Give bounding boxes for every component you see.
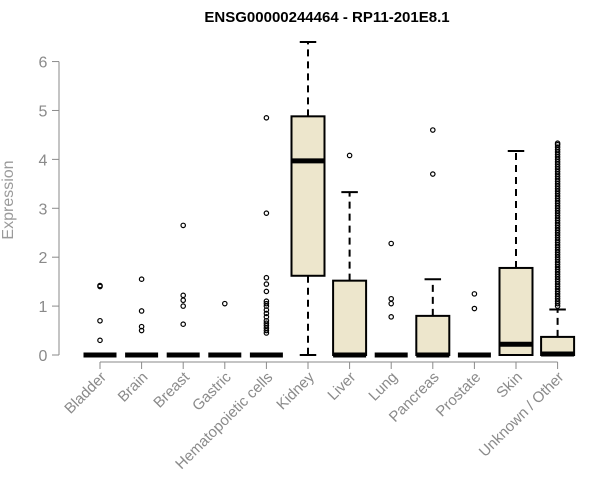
outlier-point	[263, 210, 270, 216]
box-group	[540, 140, 576, 357]
box-group	[457, 291, 491, 358]
outlier-point	[138, 323, 145, 330]
outlier-point	[222, 300, 228, 307]
y-tick-label: 4	[39, 152, 48, 169]
box-group	[208, 300, 242, 358]
outlier-point	[180, 297, 187, 304]
outlier-point	[471, 305, 478, 312]
outlier-point	[263, 281, 270, 287]
box-group	[166, 222, 200, 358]
box-series	[83, 41, 576, 358]
x-tick-label: Prostate	[433, 369, 485, 421]
outlier-point	[180, 292, 187, 299]
box-group	[498, 150, 534, 356]
outlier-point	[263, 274, 270, 281]
outlier-point	[97, 317, 103, 324]
outlier-point	[263, 320, 270, 327]
x-tick-label: Liver	[324, 369, 359, 404]
box-group	[374, 240, 408, 358]
y-tick-label: 3	[39, 201, 48, 218]
outlier-point	[554, 140, 561, 147]
y-tick-label: 5	[39, 103, 48, 120]
x-tick-label: Breast	[150, 368, 193, 411]
outlier-point	[388, 240, 395, 247]
outlier-point	[138, 276, 145, 282]
x-tick-label: Bladder	[61, 369, 110, 418]
y-axis: 0 1 2 3 4 5 6	[39, 55, 60, 365]
outlier-point	[97, 282, 103, 289]
box-iqr	[290, 115, 326, 277]
box-iqr	[332, 279, 368, 357]
outlier-point	[429, 127, 436, 133]
outlier-point	[180, 222, 187, 229]
y-tick-label: 1	[39, 299, 48, 316]
x-tick-label: Kidney	[273, 368, 318, 413]
outlier-point	[263, 298, 270, 305]
outlier-point	[263, 115, 270, 121]
y-axis-label: Expression	[0, 160, 17, 239]
box-group	[249, 115, 283, 358]
x-tick-label: Brain	[115, 369, 152, 406]
x-tick-label: Lung	[365, 369, 401, 405]
outlier-point	[263, 300, 270, 307]
outlier-point	[263, 310, 270, 317]
y-tick-label: 0	[39, 348, 48, 365]
box-group	[125, 276, 159, 358]
outlier-point	[388, 314, 395, 320]
outlier-point	[180, 303, 187, 309]
box-group	[83, 282, 117, 358]
outlier-point	[388, 295, 395, 302]
y-tick-label: 6	[39, 55, 48, 72]
outlier-point	[388, 300, 395, 307]
box-iqr	[415, 314, 451, 356]
outlier-point	[138, 308, 145, 314]
box-group	[415, 127, 451, 358]
outlier-point	[346, 152, 353, 159]
outlier-point	[97, 337, 103, 344]
outlier-point	[263, 314, 270, 320]
x-tick-label: Skin	[493, 369, 526, 402]
box-iqr	[498, 266, 534, 356]
outlier-point	[471, 291, 478, 297]
outlier-point	[263, 288, 270, 295]
box-group	[332, 152, 368, 358]
outlier-point	[429, 171, 436, 177]
box-group	[290, 41, 326, 356]
y-tick-label: 2	[39, 250, 48, 267]
chart-title: ENSG00000244464 - RP11-201E8.1	[204, 9, 449, 26]
outlier-point	[180, 321, 187, 327]
